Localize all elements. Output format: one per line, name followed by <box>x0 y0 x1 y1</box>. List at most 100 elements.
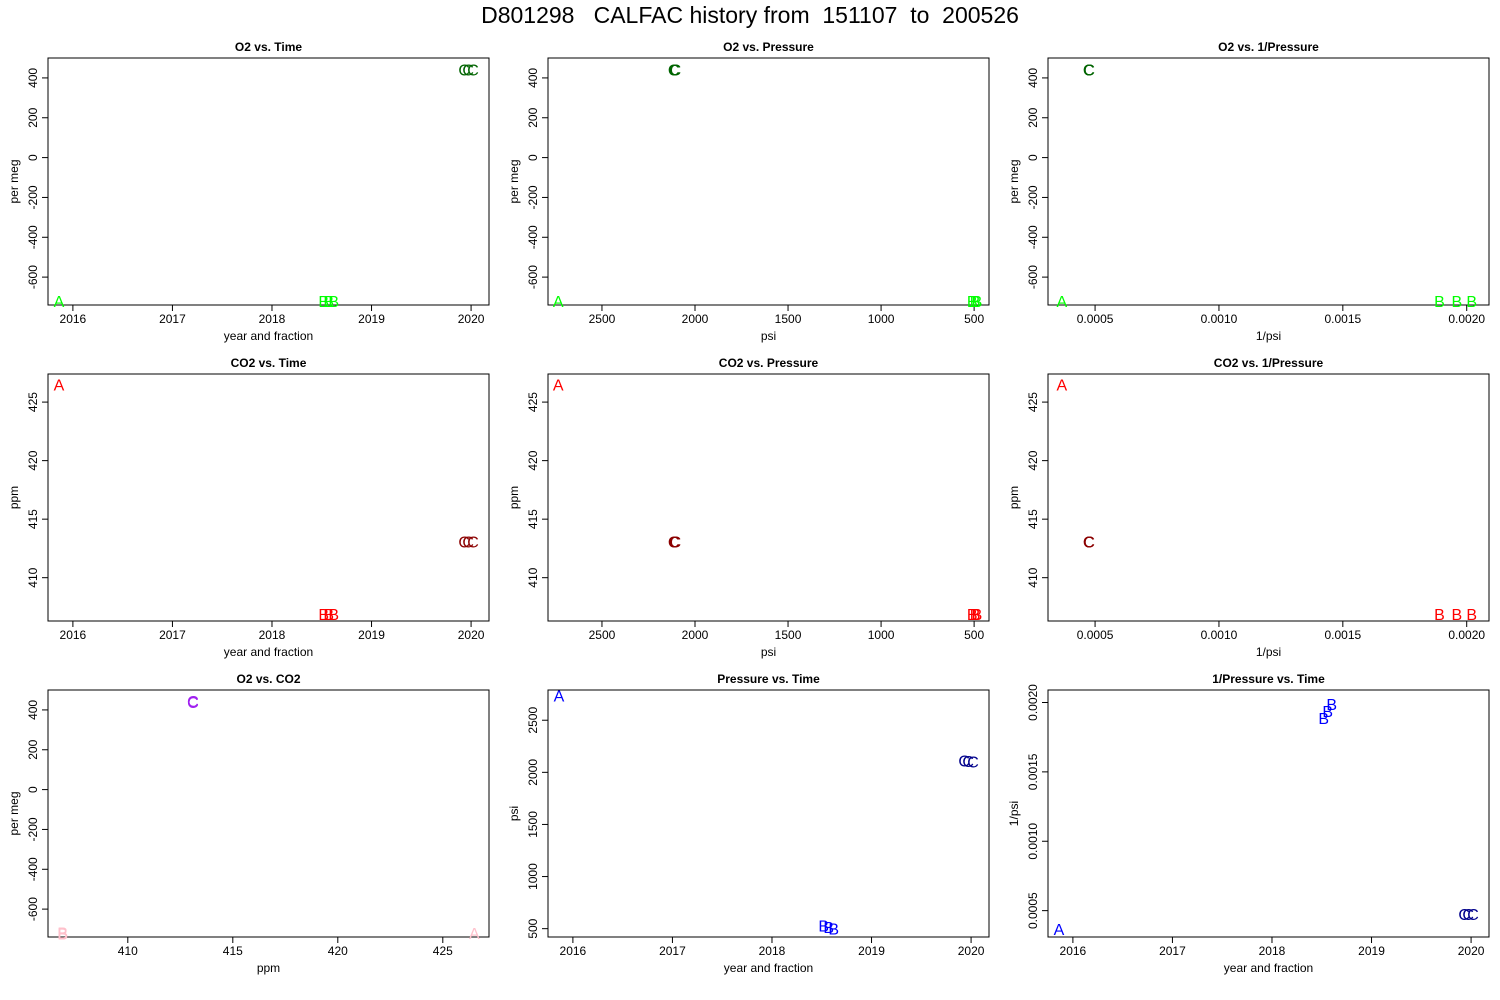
panel-1-xtick-label: 2016 <box>60 312 87 326</box>
panel-7-point-B: B <box>57 926 68 943</box>
panel-4-xtick-label: 2018 <box>259 628 286 642</box>
panel-1-xtick-label: 2019 <box>358 312 385 326</box>
panel-8-point-B: B <box>828 922 839 939</box>
panel-2-point-B: B <box>967 294 978 311</box>
panel-2-ytick-label: -600 <box>526 265 540 289</box>
panel-5-frame <box>547 373 990 622</box>
panel-3-xtick-label: 0.0010 <box>1201 312 1238 326</box>
panel-1-xtick-label: 2017 <box>159 312 186 326</box>
panel-8-point-B: B <box>823 920 834 937</box>
panel-6-xtick-label: 0.0005 <box>1077 628 1114 642</box>
panel-8-xtick-label: 2019 <box>858 944 885 958</box>
panel-5-xlabel: psi <box>761 645 776 659</box>
panel-1-point-B: B <box>328 294 339 311</box>
panel-2-xtick-label: 2500 <box>589 312 616 326</box>
panel-8-point-A: A <box>554 689 565 706</box>
panel-3-point-B: B <box>1466 294 1477 311</box>
panel-7-xtick-label: 425 <box>433 944 453 958</box>
panel-9-point-B: B <box>1318 711 1329 728</box>
panel-5-ytick-label: 425 <box>526 392 540 412</box>
panel-4-point-A: A <box>54 378 65 395</box>
panel-1-ylabel: per meg <box>7 159 21 203</box>
panel-2-ytick-label: 400 <box>526 68 540 88</box>
panel-7-point-B: B <box>57 926 68 943</box>
panel-1-point-C: C <box>462 62 474 79</box>
panel-5-xtick-label: 2000 <box>682 628 709 642</box>
panel-3-ytick-label: -200 <box>1026 185 1040 209</box>
panel-4-point-C: C <box>467 534 479 551</box>
panel-6-title: CO2 vs. 1/Pressure <box>1214 356 1324 370</box>
panel-3-point-C: C <box>1083 62 1095 79</box>
panel-2-point-C: C <box>669 62 681 79</box>
panel-4-ytick-label: 425 <box>26 392 40 412</box>
panel-8-title: Pressure vs. Time <box>717 672 820 686</box>
panel-4-ytick-label: 410 <box>26 567 40 587</box>
panel-2-ytick-label: 0 <box>526 154 540 161</box>
panel-9-xtick-label: 2016 <box>1060 944 1087 958</box>
panel-7-ytick-label: 200 <box>26 739 40 759</box>
panel-8-ytick-label: 2000 <box>526 759 540 786</box>
panel-5-xtick-label: 1500 <box>775 628 802 642</box>
panel-5-point-C: C <box>668 534 680 551</box>
panel-7-xlabel: ppm <box>257 961 280 975</box>
panel-9-point-B: B <box>1322 704 1333 721</box>
panel-6-ytick-label: 425 <box>1026 392 1040 412</box>
panel-3-ytick-label: -400 <box>1026 225 1040 249</box>
panel-1-point-C: C <box>458 62 470 79</box>
panel-2-ylabel: per meg <box>507 159 521 203</box>
panel-3-point-B: B <box>1434 294 1445 311</box>
panel-5-point-B: B <box>970 607 981 624</box>
panel-9-ytick-label: 0.0020 <box>1026 684 1040 721</box>
panel-9-point-C: C <box>1462 907 1474 924</box>
panel-7-ytick-label: -600 <box>26 897 40 921</box>
panel-8-ytick-label: 2500 <box>526 707 540 734</box>
panel-8-point-C: C <box>967 754 979 771</box>
panel-8-point-C: C <box>962 754 974 771</box>
panel-5-ytick-label: 420 <box>526 450 540 470</box>
panel-7-frame <box>47 689 490 938</box>
panel-8-ytick-label: 500 <box>526 918 540 938</box>
panel-9-point-B: B <box>1326 697 1337 714</box>
panel-6-point-C: C <box>1083 534 1095 551</box>
panel-1-point-A: A <box>54 294 65 311</box>
panel-6-point-B: B <box>1466 607 1477 624</box>
panel-4-xlabel: year and fraction <box>224 645 313 659</box>
panel-1-ytick-label: -600 <box>26 265 40 289</box>
panel-2-title: O2 vs. Pressure <box>723 40 814 54</box>
panel-3-point-B: B <box>1451 294 1462 311</box>
panel-1-ytick-label: -200 <box>26 185 40 209</box>
panel-6-ylabel: ppm <box>1007 486 1021 509</box>
panel-3-ytick-label: -600 <box>1026 265 1040 289</box>
panel-6-ytick-label: 415 <box>1026 509 1040 529</box>
panel-2-frame <box>547 57 990 306</box>
panel-4-point-B: B <box>318 607 329 624</box>
panel-4-ytick-label: 420 <box>26 450 40 470</box>
panel-8-xtick-label: 2020 <box>958 944 985 958</box>
panel-4-point-C: C <box>462 534 474 551</box>
panel-3-point-C: C <box>1083 62 1095 79</box>
panel-2-point-B: B <box>970 294 981 311</box>
panel-4-point-B: B <box>323 607 334 624</box>
panel-1-point-B: B <box>318 294 329 311</box>
panel-1-xlabel: year and fraction <box>224 329 313 343</box>
panel-8-point-C: C <box>958 753 970 770</box>
panel-1-ytick-label: 0 <box>26 154 40 161</box>
panel-5-xtick-label: 2500 <box>589 628 616 642</box>
panel-5-point-B: B <box>972 607 983 624</box>
panel-7-ytick-label: -400 <box>26 857 40 881</box>
figure-title: D801298 CALFAC history from 151107 to 20… <box>481 2 1019 28</box>
panel-7-ytick-label: -200 <box>26 817 40 841</box>
panel-5-xtick-label: 1000 <box>868 628 895 642</box>
panel-8-xtick-label: 2018 <box>759 944 786 958</box>
panel-8-frame <box>547 689 990 938</box>
panel-3-point-C: C <box>1083 62 1095 79</box>
panel-7-ytick-label: 400 <box>26 700 40 720</box>
panel-9-frame <box>1047 689 1490 938</box>
panel-9-point-A: A <box>1054 922 1065 939</box>
panel-3-xtick-label: 0.0015 <box>1324 312 1361 326</box>
panel-7-xtick-label: 420 <box>328 944 348 958</box>
panel-4-ytick-label: 415 <box>26 509 40 529</box>
panel-2-ytick-label: -400 <box>526 225 540 249</box>
panel-9-ylabel: 1/psi <box>1007 801 1021 826</box>
